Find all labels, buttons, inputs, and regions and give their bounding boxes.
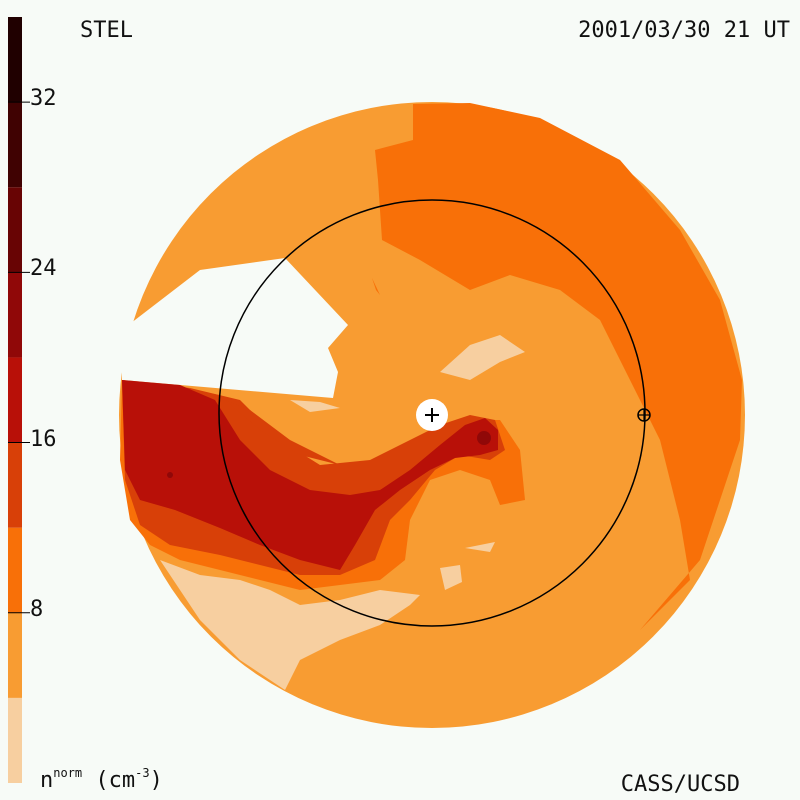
peak-spot-center — [477, 431, 491, 445]
sun-center-icon — [416, 399, 448, 431]
colorbar-levels — [8, 17, 22, 783]
contour-orange-notch — [372, 278, 380, 295]
unit-exponent: -3 — [135, 766, 150, 780]
contour-light-center — [440, 335, 525, 380]
contour-light-small — [290, 400, 340, 412]
quantity-symbol: n — [40, 768, 54, 793]
contour-orange-right — [375, 103, 742, 630]
colorbar-level-4 — [8, 357, 22, 443]
colorbar-ticks — [8, 101, 30, 614]
colorbar-tick-label-0: 32 — [30, 86, 57, 112]
contour-orangered-inner — [225, 400, 340, 465]
unit-close: ) — [149, 768, 163, 793]
colorbar-level-5 — [8, 272, 22, 358]
reference-circle — [218, 199, 646, 627]
contour-light-blob2 — [465, 542, 495, 552]
credit-label: CASS/UCSD — [620, 772, 740, 797]
peak-spot-left — [167, 472, 173, 478]
colorbar-level-7 — [8, 102, 22, 188]
observatory-label: STEL — [80, 18, 133, 43]
data-gap-wedge — [122, 258, 348, 398]
earth-icon — [637, 408, 651, 422]
colorbar-level-3 — [8, 442, 22, 528]
colorbar-level-1 — [8, 612, 22, 698]
colorbar-level-6 — [8, 187, 22, 273]
colorbar-tick-label-1: 24 — [30, 256, 57, 282]
quantity-superscript: norm — [53, 766, 83, 780]
contour-light-blob — [440, 565, 462, 590]
colorbar-level-2 — [8, 527, 22, 613]
contour-light-lower — [160, 560, 420, 690]
timestamp-label: 2001/03/30 21 UT — [578, 18, 790, 43]
contour-red — [122, 380, 498, 570]
colorbar-level-8 — [8, 17, 22, 103]
colorbar-tick-label-2: 16 — [30, 426, 57, 452]
colorbar-level-0 — [8, 697, 22, 783]
unit-open: (cm — [95, 768, 136, 793]
colorbar-tick-label-3: 8 — [30, 596, 44, 622]
density-map — [119, 102, 745, 728]
colorbar-unit-label: nnorm (cm-3) — [40, 766, 163, 793]
